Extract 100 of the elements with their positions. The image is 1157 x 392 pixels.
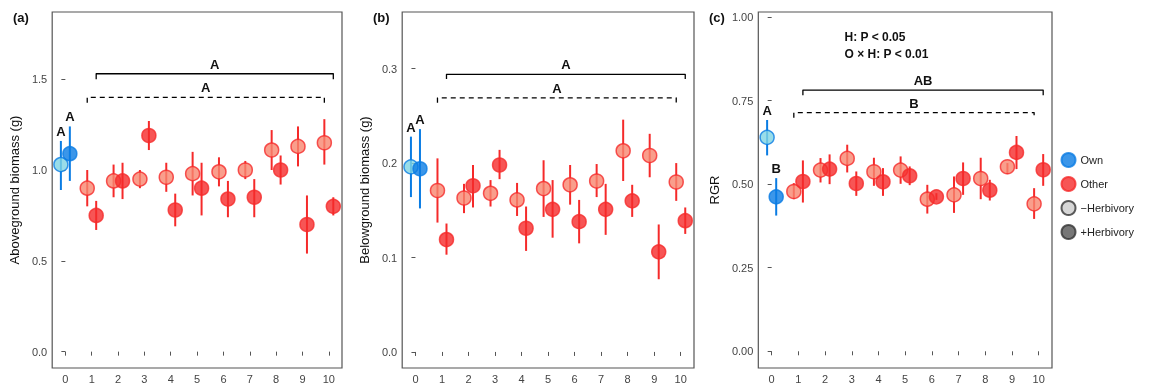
point [615, 143, 631, 159]
point [535, 180, 552, 197]
x-tick-label: 10 [1032, 372, 1045, 385]
x-tick-label: 6 [571, 372, 578, 385]
legend-label: −Herbivory [1080, 202, 1135, 214]
annotation: A [561, 57, 572, 73]
point [211, 164, 227, 180]
point [465, 178, 481, 194]
x-tick-label: 3 [141, 372, 148, 385]
y-axis-title: Aboveground biomass (g) [7, 115, 22, 265]
point [88, 207, 104, 224]
annotation: A [762, 102, 773, 118]
point [299, 216, 315, 233]
point [79, 180, 95, 196]
point [955, 170, 971, 187]
point [290, 138, 306, 155]
point [641, 147, 658, 164]
y-tick-label: 0.75 [731, 94, 754, 107]
point [114, 173, 131, 189]
point [141, 127, 157, 144]
point [429, 182, 446, 199]
annotation: AB [913, 73, 933, 89]
chart-title: (b) [373, 10, 390, 25]
annotation: A [65, 109, 76, 125]
legend-label: Other [1080, 178, 1109, 190]
x-tick-label: 3 [491, 372, 499, 385]
point [509, 192, 525, 208]
legend-label: Own [1080, 154, 1104, 166]
annotation: O × H: P < 0.01 [844, 47, 929, 61]
point [544, 201, 561, 218]
point [62, 145, 78, 162]
point [246, 189, 263, 206]
y-tick-label: 0.3 [381, 62, 398, 75]
point [901, 168, 918, 184]
y-tick-label: 0.0 [31, 345, 48, 358]
y-tick-label: 1.00 [731, 11, 754, 24]
y-tick-label: 0.50 [731, 178, 754, 191]
annotation: A [415, 112, 426, 128]
point [759, 129, 775, 146]
point [1035, 162, 1051, 178]
point [53, 156, 69, 173]
point [132, 171, 148, 187]
x-tick-label: 1 [438, 372, 446, 385]
x-tick-label: 8 [624, 372, 631, 385]
point [438, 231, 455, 248]
point [982, 182, 998, 198]
point [158, 169, 175, 186]
point [821, 161, 838, 177]
point [316, 135, 333, 151]
annotation: A [210, 56, 221, 72]
annotation: A [201, 80, 212, 96]
y-axis-title: Belowground biomass (g) [357, 116, 372, 264]
annotation: H: P < 0.05 [844, 30, 906, 44]
point [456, 190, 472, 206]
point [237, 162, 254, 178]
x-tick-label: 0 [412, 372, 419, 385]
x-tick-label: 6 [220, 372, 227, 385]
point [839, 150, 855, 167]
annotation: A [552, 80, 563, 96]
x-tick-label: 9 [299, 372, 306, 385]
y-tick-label: 0.00 [731, 345, 754, 358]
point [1008, 144, 1025, 161]
legend-label: +Herbivory [1080, 226, 1135, 238]
point [999, 159, 1016, 175]
point [795, 173, 811, 190]
point [412, 161, 428, 177]
x-tick-label: 4 [167, 372, 174, 385]
point [491, 157, 508, 173]
point [677, 212, 693, 229]
point [167, 202, 183, 218]
x-tick-label: 1 [88, 372, 95, 385]
x-tick-label: 5 [545, 372, 552, 385]
y-tick-label: 0.2 [381, 157, 398, 170]
x-tick-label: 8 [982, 372, 989, 385]
x-tick-label: 9 [651, 372, 658, 385]
point [562, 177, 578, 193]
y-axis-title: RGR [707, 175, 722, 205]
annotation: B [771, 161, 781, 177]
x-tick-label: 4 [518, 372, 525, 385]
point [588, 173, 605, 189]
x-tick-label: 7 [955, 372, 962, 385]
y-tick-label: 0.0 [381, 345, 398, 358]
x-tick-label: 4 [875, 372, 882, 385]
x-tick-label: 2 [821, 372, 829, 385]
chart-title: (a) [13, 10, 29, 25]
point [848, 175, 865, 192]
y-tick-label: 0.5 [31, 254, 48, 267]
y-tick-label: 1.5 [31, 73, 48, 86]
annotation: B [909, 95, 919, 111]
x-tick-label: 9 [1008, 372, 1016, 385]
point [786, 183, 802, 200]
point [325, 198, 342, 215]
point [571, 213, 587, 230]
x-tick-label: 2 [114, 372, 122, 385]
point [768, 189, 784, 205]
x-tick-label: 7 [246, 372, 253, 385]
point [184, 165, 201, 182]
chart-title: (c) [709, 10, 725, 25]
point [866, 164, 882, 180]
x-tick-label: 10 [674, 372, 687, 385]
